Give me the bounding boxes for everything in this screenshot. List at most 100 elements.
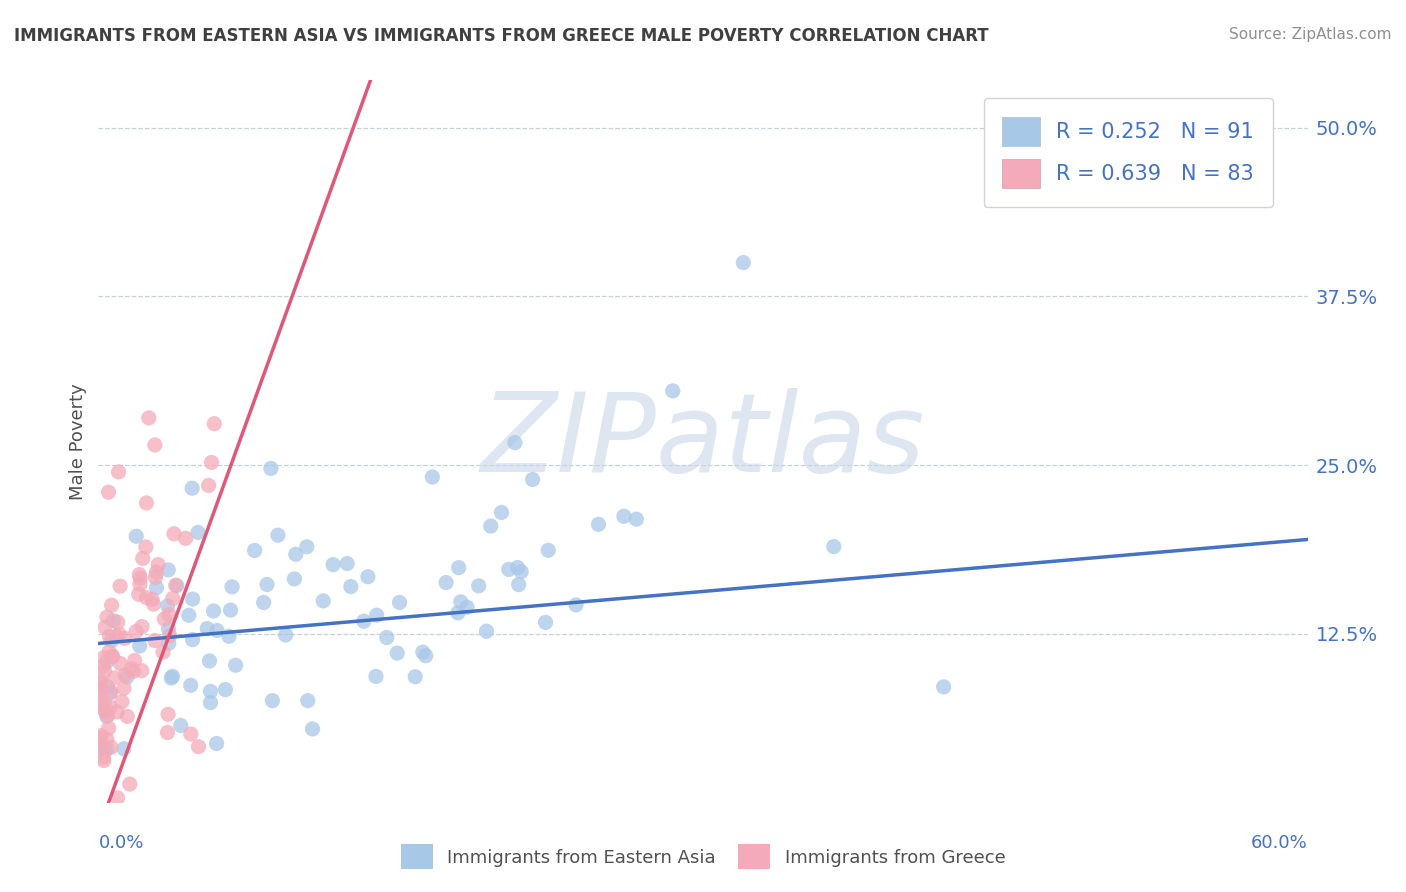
Point <box>613 509 636 524</box>
Legend: R = 0.252   N = 91, R = 0.639   N = 83: R = 0.252 N = 91, R = 0.639 N = 83 <box>984 98 1272 207</box>
Point <box>105 705 128 719</box>
Point <box>661 384 683 398</box>
Point <box>219 603 242 617</box>
Point <box>197 478 219 492</box>
Point <box>162 669 184 683</box>
Text: Source: ZipAtlas.com: Source: ZipAtlas.com <box>1229 27 1392 42</box>
Point <box>932 680 955 694</box>
Point <box>195 622 218 636</box>
Point <box>87 685 110 699</box>
Point <box>105 630 128 644</box>
Point <box>174 531 197 545</box>
Point <box>404 670 426 684</box>
Point <box>89 673 111 688</box>
Point <box>145 581 167 595</box>
Point <box>301 722 323 736</box>
Point <box>112 741 135 756</box>
Point <box>447 606 470 620</box>
Point <box>160 671 183 685</box>
Point <box>312 594 335 608</box>
Point <box>114 632 136 646</box>
Point <box>479 519 502 533</box>
Point <box>96 655 118 669</box>
Point <box>115 709 138 723</box>
Point <box>108 627 131 641</box>
Point <box>89 731 111 745</box>
Point <box>132 551 155 566</box>
Point <box>96 732 118 747</box>
Point <box>253 595 276 609</box>
Text: ZIPatlas: ZIPatlas <box>481 388 925 495</box>
Point <box>153 612 176 626</box>
Point <box>107 791 129 805</box>
Point <box>243 543 266 558</box>
Point <box>498 562 520 576</box>
Point <box>225 658 247 673</box>
Point <box>202 417 225 431</box>
Point <box>165 578 187 592</box>
Point <box>152 645 174 659</box>
Point <box>101 649 124 664</box>
Point <box>98 686 121 700</box>
Point <box>128 639 150 653</box>
Point <box>93 696 115 710</box>
Point <box>510 565 533 579</box>
Point <box>198 654 221 668</box>
Point <box>353 614 375 628</box>
Point <box>89 698 111 712</box>
Y-axis label: Male Poverty: Male Poverty <box>69 384 87 500</box>
Point <box>141 592 163 607</box>
Point <box>96 709 118 723</box>
Point <box>491 505 513 519</box>
Point <box>156 599 179 613</box>
Point <box>118 777 141 791</box>
Point <box>129 571 152 585</box>
Point <box>100 685 122 699</box>
Point <box>157 707 180 722</box>
Point <box>157 622 180 636</box>
Point <box>415 648 437 663</box>
Point <box>205 624 228 638</box>
Point <box>508 577 530 591</box>
Point <box>565 598 588 612</box>
Point <box>97 721 120 735</box>
Point <box>157 636 180 650</box>
Point <box>94 620 117 634</box>
Point <box>163 526 186 541</box>
Point <box>267 528 290 542</box>
Point <box>537 543 560 558</box>
Point <box>124 653 146 667</box>
Point <box>187 525 209 540</box>
Point <box>121 662 143 676</box>
Point <box>180 727 202 741</box>
Point <box>180 678 202 692</box>
Point <box>93 750 115 764</box>
Point <box>101 649 124 664</box>
Point <box>388 595 411 609</box>
Point <box>96 741 118 756</box>
Point <box>98 629 121 643</box>
Point <box>387 646 409 660</box>
Point <box>145 566 167 580</box>
Point <box>93 665 115 679</box>
Point <box>162 591 184 606</box>
Point <box>588 517 610 532</box>
Point <box>143 633 166 648</box>
Point <box>340 580 363 594</box>
Point <box>467 579 489 593</box>
Point <box>357 570 380 584</box>
Point <box>128 587 150 601</box>
Point <box>202 604 225 618</box>
Point <box>90 729 112 743</box>
Point <box>142 597 165 611</box>
Point <box>626 512 648 526</box>
Point <box>534 615 557 630</box>
Point <box>108 579 131 593</box>
Point <box>112 681 135 696</box>
Point <box>284 547 307 561</box>
Point <box>187 739 209 754</box>
Point <box>221 580 243 594</box>
Text: 60.0%: 60.0% <box>1251 834 1308 852</box>
Point <box>157 607 180 622</box>
Point <box>181 632 204 647</box>
